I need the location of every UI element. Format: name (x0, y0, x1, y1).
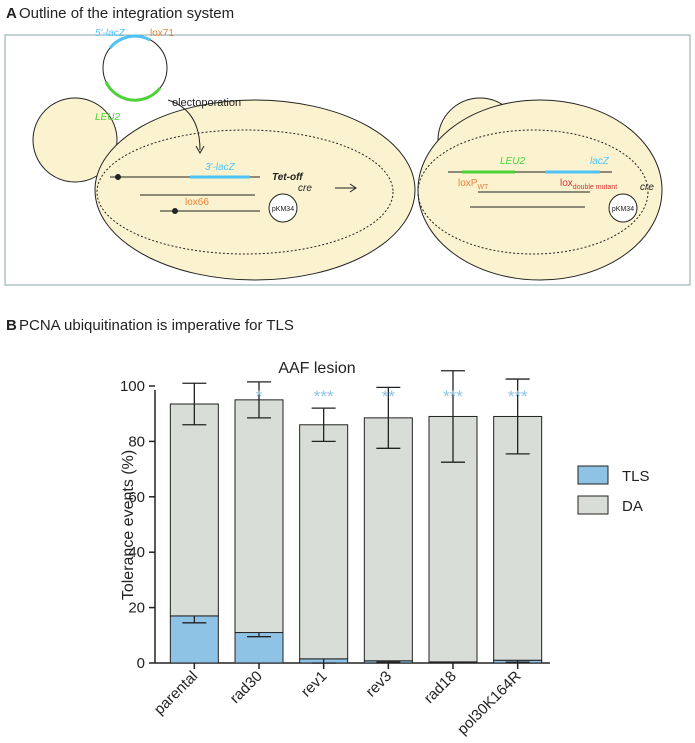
legend-label: TLS (622, 468, 650, 485)
x-tick-label: rev3 (363, 668, 396, 701)
label: pKM34 (272, 206, 294, 213)
x-tick-label: pol30K164R (454, 668, 525, 739)
centromere (115, 174, 121, 180)
significance: *** (443, 387, 463, 406)
arrow (335, 183, 357, 193)
significance: * (256, 387, 263, 406)
error-bar (247, 381, 271, 419)
significance: *** (314, 387, 334, 406)
x-tick-label: rad30 (227, 668, 266, 707)
error-bar (441, 370, 465, 463)
panel-frame (4, 34, 691, 286)
y-tick-label: 80 (128, 433, 145, 450)
label: pKM34 (612, 206, 634, 213)
label: lacZ (590, 156, 610, 167)
error-bar (311, 407, 336, 443)
y-tick-label: 20 (128, 600, 145, 617)
y-tick-label: 60 (128, 489, 145, 506)
y-tick-label: 40 (128, 544, 145, 561)
bar-segment (299, 424, 349, 660)
x-tick-label: rad18 (421, 668, 460, 707)
label: lox71 (150, 28, 174, 39)
bar-segment (234, 632, 284, 664)
label: LEU2 (500, 156, 525, 167)
nucleus (417, 129, 649, 255)
label: loxPWT (458, 178, 489, 191)
cell (417, 99, 663, 281)
panel-title: PCNA ubiquitination is imperative for TL… (19, 317, 294, 334)
plasmid (268, 193, 298, 223)
bar-segment (169, 403, 219, 617)
label: cre (640, 182, 654, 193)
nucleus (96, 129, 394, 255)
panel-title: Outline of the integration system (19, 5, 234, 22)
label: 3'-lacZ (205, 162, 236, 173)
plasmid-lacz (108, 34, 151, 49)
bud (32, 97, 118, 183)
label: 5'-lacZ (95, 28, 126, 39)
plasmid (608, 193, 638, 223)
significance: *** (508, 387, 528, 406)
bar-segment (169, 615, 219, 664)
label: electoporation (172, 97, 241, 109)
legend-swatch (577, 495, 609, 515)
label: LEU2 (95, 112, 120, 123)
legend-label: DA (622, 498, 643, 515)
panel-letter: B (6, 317, 17, 334)
bar-segment (234, 399, 284, 634)
bar-segment (493, 415, 543, 661)
error-bar (182, 382, 207, 426)
chart-title: AAF lesion (278, 360, 355, 377)
label: cre (298, 183, 312, 194)
panel-letter: A (6, 5, 17, 22)
legend-swatch (577, 465, 609, 485)
x-tick-label: parental (151, 668, 201, 718)
y-axis-label: Tolerance events (%) (120, 450, 137, 600)
plasmid-leu (104, 81, 162, 102)
error-bar (505, 378, 530, 455)
cell (94, 99, 416, 281)
y-tick-label: 100 (120, 378, 145, 395)
significance: ** (382, 387, 396, 406)
label: loxdouble mutant (560, 178, 617, 191)
bar-segment (363, 417, 413, 662)
label: lox66 (185, 197, 209, 208)
x-tick-label: rev1 (298, 668, 331, 701)
arrow (195, 145, 205, 155)
y-tick-label: 0 (137, 655, 145, 672)
arrow (167, 99, 201, 151)
label: Tet-off (272, 172, 304, 183)
centromere (172, 208, 178, 214)
error-bar (376, 386, 401, 449)
